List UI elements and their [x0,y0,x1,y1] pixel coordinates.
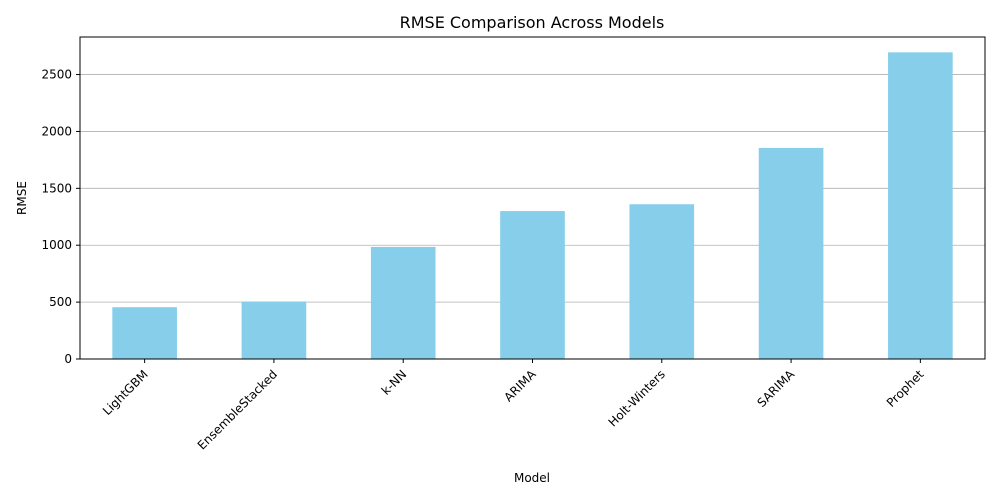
bar-holt-winters [629,204,695,359]
x-tick-label: k-NN [379,367,410,398]
bar-arima [500,211,565,359]
bar-ensemblestacked [241,301,307,359]
x-tick-label: Prophet [884,367,927,410]
x-axis-label: Model [514,471,550,485]
y-tick-label: 1000 [41,238,72,252]
bar-sarima [758,147,824,359]
y-tick-label: 2500 [41,68,72,82]
chart-title: RMSE Comparison Across Models [400,13,665,32]
y-tick-label: 500 [49,295,72,309]
x-tick-label: SARIMA [754,367,797,410]
x-ticks: LightGBM EnsembleStacked k-NN ARIMA Holt-Win… [100,359,927,453]
x-tick-label: Holt-Winters [606,367,668,429]
bars [112,52,953,360]
y-tick-label: 2000 [41,124,72,138]
x-tick-label: LightGBM [100,367,151,418]
y-tick-label: 1500 [41,181,72,195]
bar-lightgbm [112,307,177,359]
y-ticks: 0 500 1000 1500 2000 2500 [41,68,80,366]
y-axis-label: RMSE [15,181,29,215]
bar-k-nn [370,246,436,359]
bar-prophet [888,52,953,360]
x-tick-label: ARIMA [501,367,539,405]
x-tick-label: EnsembleStacked [195,367,280,452]
y-tick-label: 0 [64,352,72,366]
